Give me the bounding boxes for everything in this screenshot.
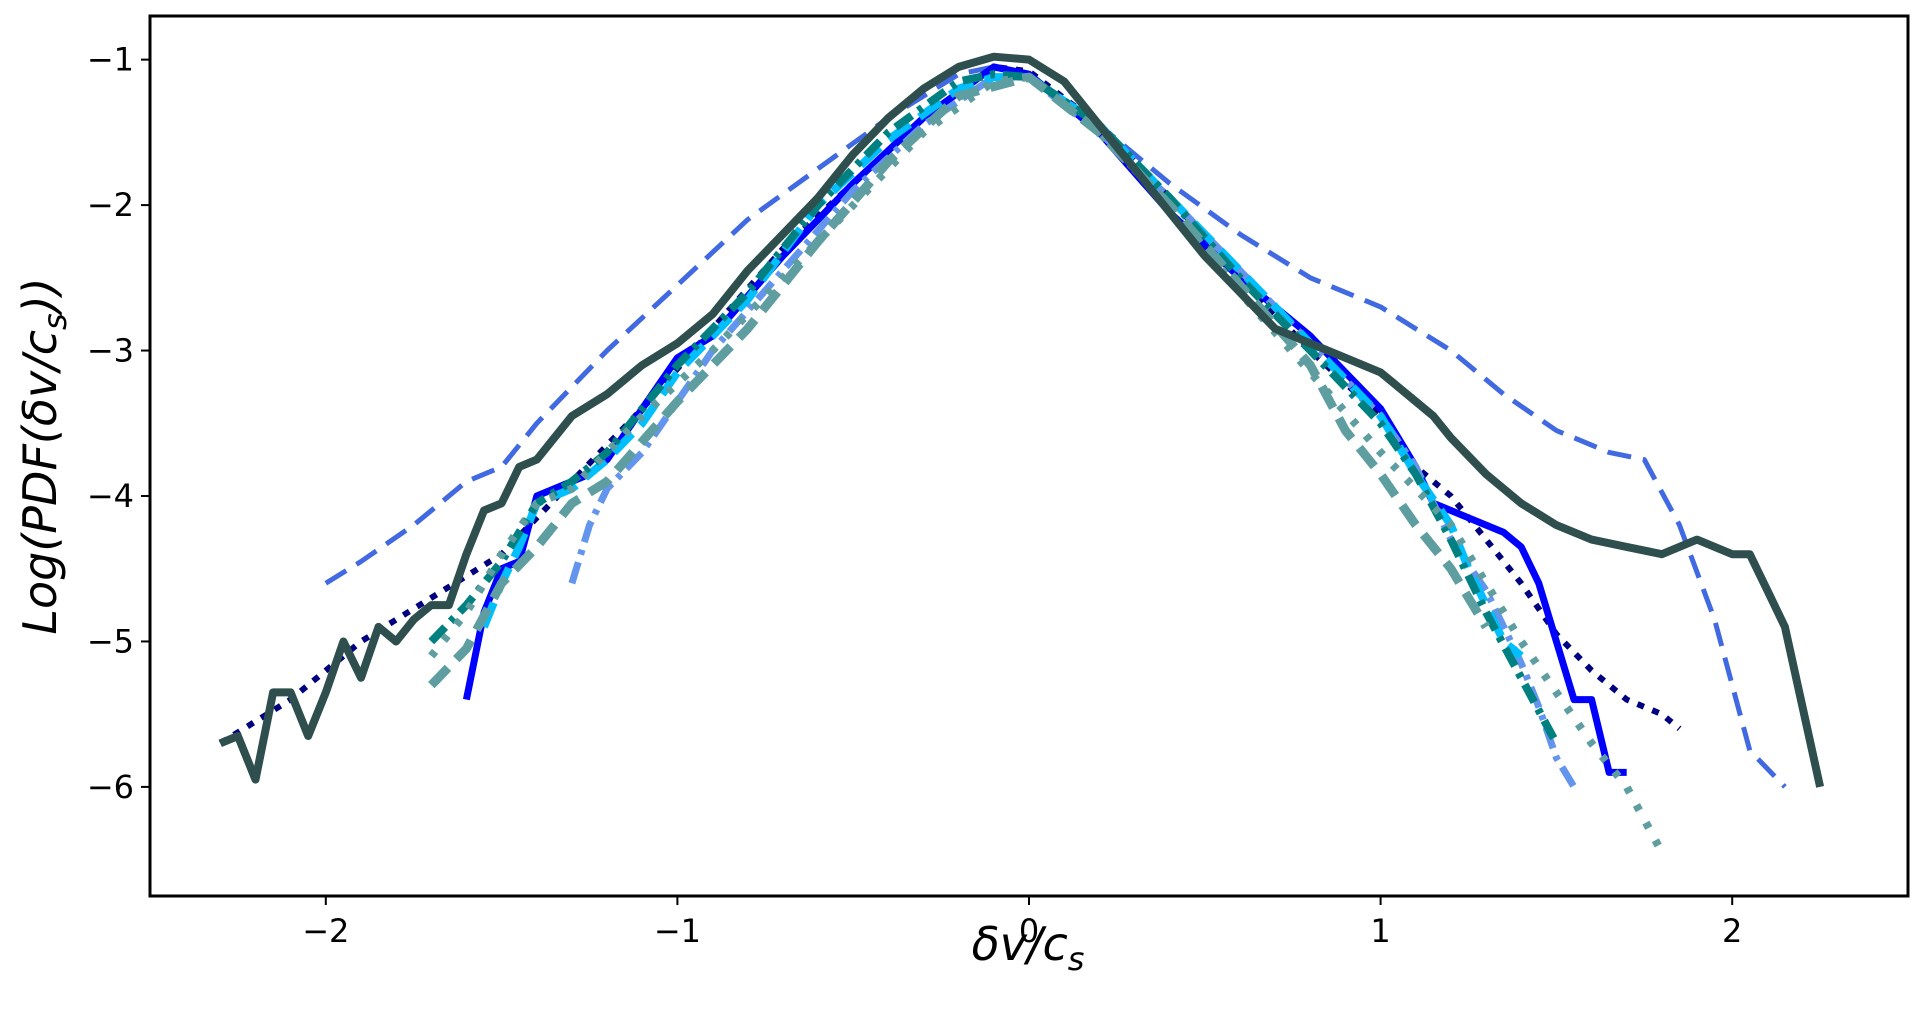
x-tick-label: −1	[654, 912, 701, 950]
y-axis-ticks: −1 −2 −3 −4 −5 −6	[87, 41, 150, 806]
y-tick-label: −6	[87, 768, 134, 806]
series-line-6	[428, 73, 1666, 855]
y-axis-label: Log(PDF(δv/cs))	[13, 277, 74, 634]
series-line-7	[428, 72, 1490, 689]
x-axis-ticks: −2 −1 0 1 2	[302, 896, 1742, 950]
x-tick-label: 1	[1370, 912, 1390, 950]
x-axis-label: δv/cs	[972, 917, 1085, 978]
series-line-8	[218, 52, 1825, 788]
plot-frame	[148, 14, 1910, 898]
series-layer	[218, 52, 1825, 855]
series-line-5	[428, 70, 1560, 746]
y-tick-label: −3	[87, 332, 134, 370]
y-tick-label: −1	[87, 41, 134, 79]
y-tick-label: −5	[87, 622, 134, 660]
y-tick-label: −2	[87, 186, 134, 224]
series-line-0	[324, 64, 1787, 789]
x-tick-label: 0	[1019, 912, 1039, 950]
series-line-1	[218, 63, 1682, 746]
x-tick-label: 2	[1722, 912, 1742, 950]
y-tick-label: −4	[87, 477, 134, 515]
x-tick-label: −2	[302, 912, 349, 950]
series-line-3	[568, 73, 1577, 789]
